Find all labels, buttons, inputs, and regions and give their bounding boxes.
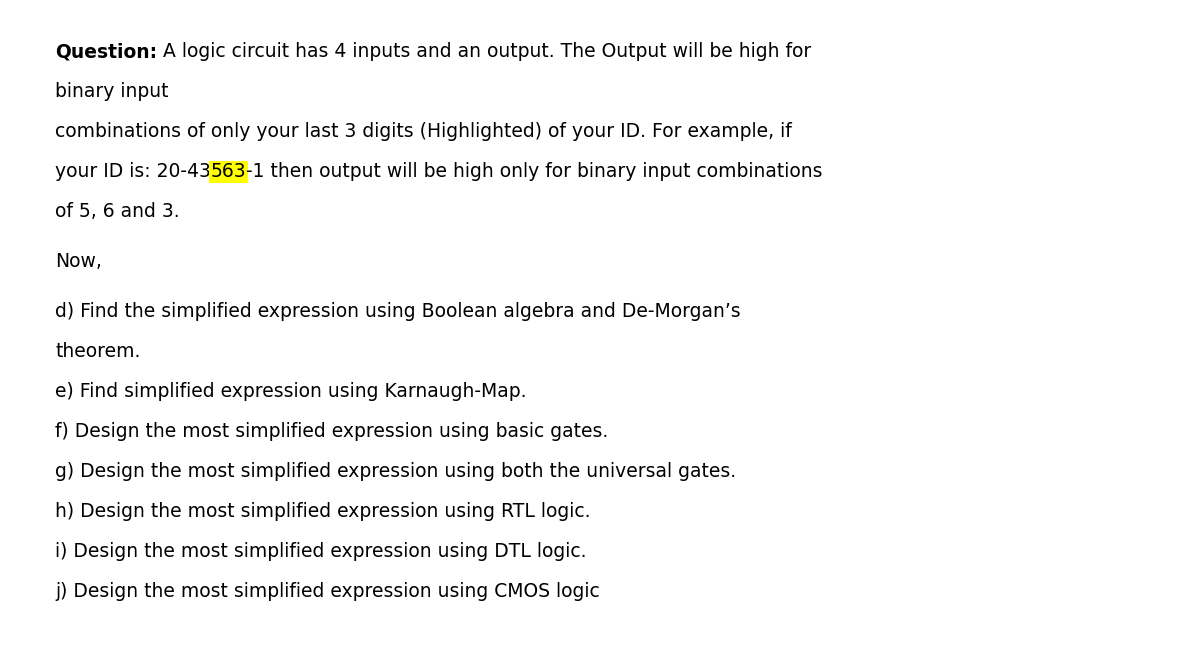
Text: 563: 563 [211,162,246,181]
Text: binary input: binary input [55,82,168,101]
Text: -1 then output will be high only for binary input combinations: -1 then output will be high only for bin… [246,162,823,181]
Text: j) Design the most simplified expression using CMOS logic: j) Design the most simplified expression… [55,582,600,601]
Text: your ID is: 20-43: your ID is: 20-43 [55,162,211,181]
Text: theorem.: theorem. [55,342,140,361]
Text: h) Design the most simplified expression using RTL logic.: h) Design the most simplified expression… [55,502,590,521]
Text: A logic circuit has 4 inputs and an output. The Output will be high for: A logic circuit has 4 inputs and an outp… [157,42,811,61]
Text: e) Find simplified expression using Karnaugh-Map.: e) Find simplified expression using Karn… [55,382,527,401]
Text: g) Design the most simplified expression using both the universal gates.: g) Design the most simplified expression… [55,462,736,481]
Text: d) Find the simplified expression using Boolean algebra and De-Morgan’s: d) Find the simplified expression using … [55,302,740,321]
Text: f) Design the most simplified expression using basic gates.: f) Design the most simplified expression… [55,422,608,441]
Text: Question:: Question: [55,42,157,61]
Text: combinations of only your last 3 digits (Highlighted) of your ID. For example, i: combinations of only your last 3 digits … [55,122,792,141]
Text: i) Design the most simplified expression using DTL logic.: i) Design the most simplified expression… [55,542,587,561]
Text: Now,: Now, [55,252,102,271]
Text: of 5, 6 and 3.: of 5, 6 and 3. [55,202,180,221]
